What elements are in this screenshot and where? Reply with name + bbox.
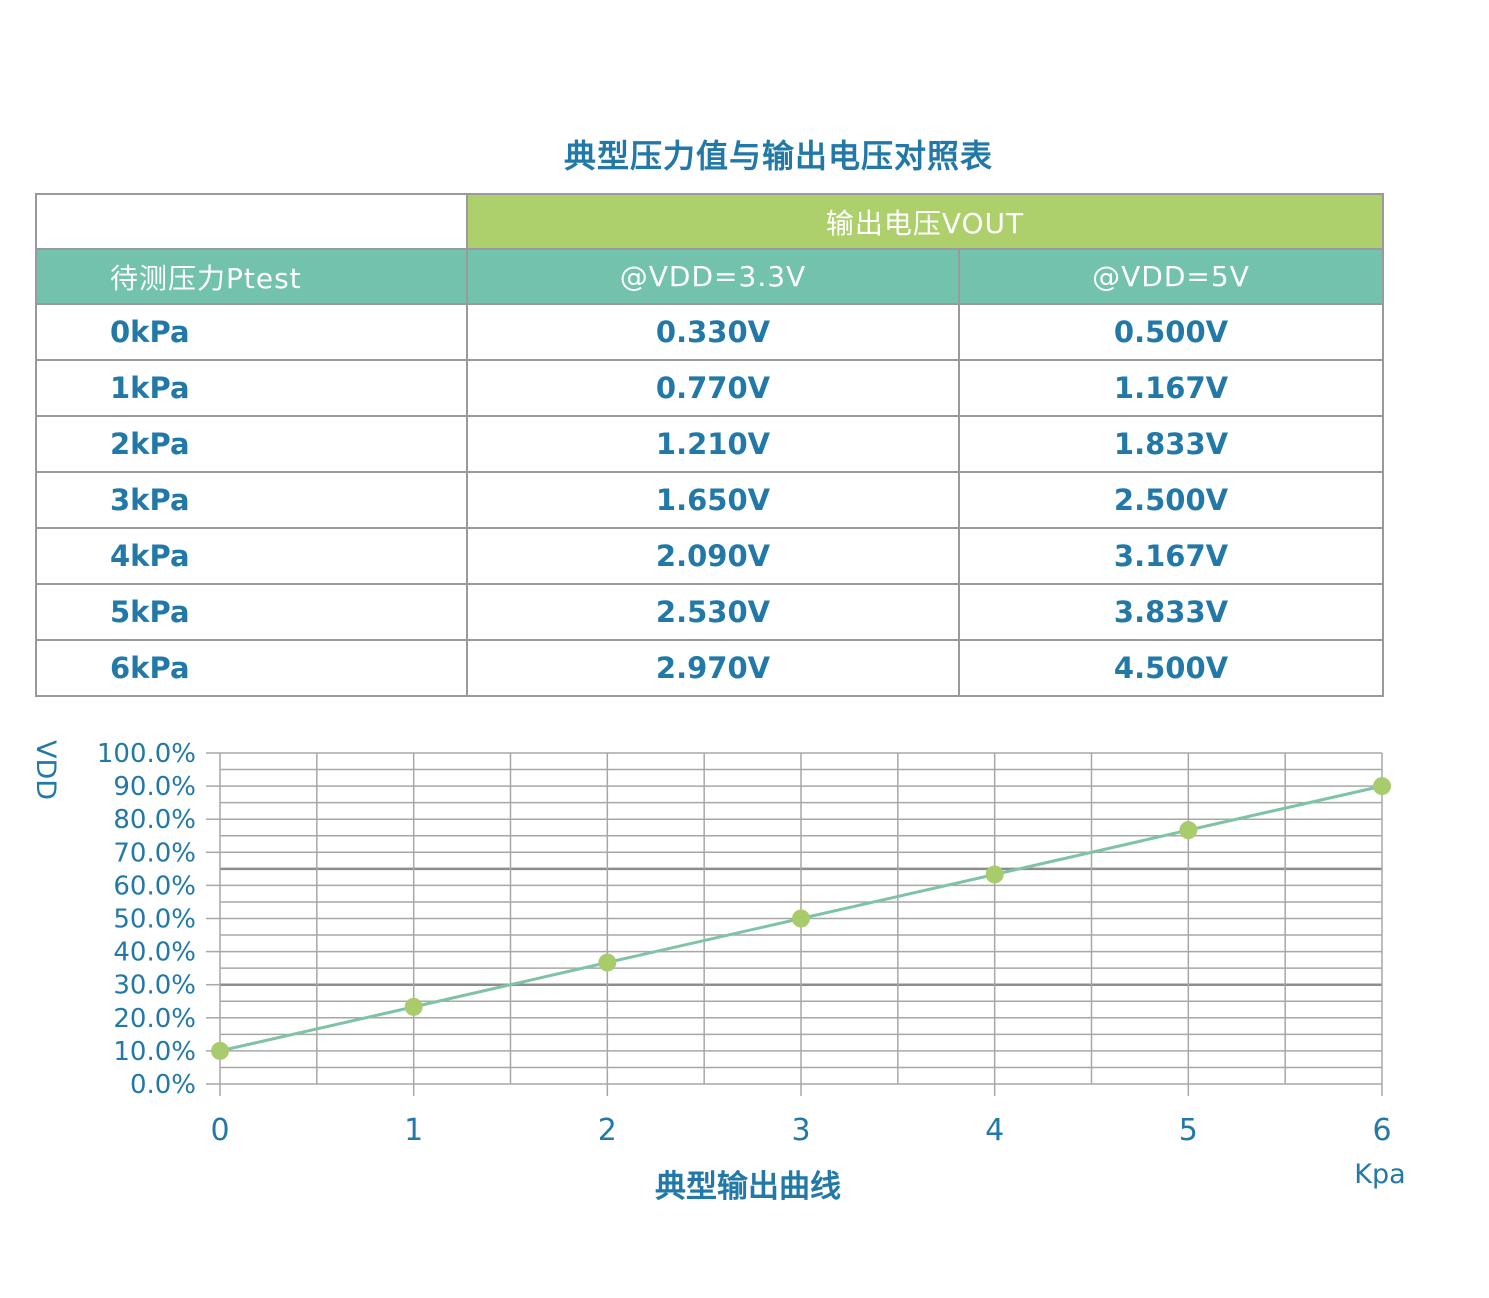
y-tick-label: 80.0% [113, 805, 196, 835]
vout-3v3-cell: 1.210V [466, 415, 960, 473]
page-title: 典型压力值与输出电压对照表 [563, 137, 993, 175]
data-points [211, 777, 1391, 1060]
table-row: 0kPa 0.330V 0.500V [35, 303, 1384, 361]
vout-5v-cell: 0.500V [958, 303, 1384, 361]
pressure-cell: 1kPa [35, 359, 468, 417]
chart-title: 典型输出曲线 [655, 1169, 841, 1205]
data-point [792, 909, 810, 928]
pressure-cell: 4kPa [35, 527, 468, 585]
y-tick-label: 30.0% [113, 971, 196, 1001]
table-row: 1kPa 0.770V 1.167V [35, 359, 1384, 417]
data-point [985, 865, 1004, 884]
pressure-cell: 0kPa [35, 303, 468, 361]
x-tick-marks [219, 1084, 1383, 1096]
x-tick-label: 3 [791, 1113, 810, 1148]
y-tick-label: 20.0% [113, 1004, 196, 1034]
y-tick-label: 60.0% [113, 871, 196, 901]
x-tick-label: 1 [404, 1113, 423, 1148]
data-point [1373, 777, 1391, 796]
table-row: 6kPa 2.970V 4.500V [35, 639, 1384, 697]
y-tick-label: 100.0% [97, 739, 196, 769]
pressure-voltage-table: 输出电压VOUT 待测压力Ptest @VDD=3.3V @VDD=5V 0kP… [35, 193, 1384, 697]
table-row: 3kPa 1.650V 2.500V [35, 471, 1384, 529]
vdd5-column-header: @VDD=5V [958, 248, 1384, 305]
vout-5v-cell: 1.167V [958, 359, 1384, 417]
data-point [404, 997, 423, 1016]
vout-3v3-cell: 2.530V [466, 583, 960, 641]
vout-3v3-cell: 2.090V [466, 527, 960, 585]
y-axis-title: VDD [30, 740, 61, 800]
data-point [211, 1041, 229, 1060]
pressure-cell: 3kPa [35, 471, 468, 529]
table-row: 4kPa 2.090V 3.167V [35, 527, 1384, 585]
column-header-row: 待测压力Ptest @VDD=3.3V @VDD=5V [35, 248, 1384, 305]
x-tick-label: 5 [1179, 1113, 1198, 1148]
vout-3v3-cell: 0.330V [466, 303, 960, 361]
vout-3v3-cell: 1.650V [466, 471, 960, 529]
y-tick-marks [206, 752, 220, 1085]
y-tick-label: 90.0% [113, 772, 196, 802]
vout-5v-cell: 2.500V [958, 471, 1384, 529]
x-tick-label: 4 [985, 1113, 1004, 1148]
vout-5v-cell: 1.833V [958, 415, 1384, 473]
table-row: 2kPa 1.210V 1.833V [35, 415, 1384, 473]
y-tick-label: 0.0% [130, 1070, 196, 1100]
vout-3v3-cell: 2.970V [466, 639, 960, 697]
vout-group-header: 输出电压VOUT [466, 193, 1384, 250]
x-tick-label: 6 [1372, 1113, 1391, 1148]
vout-5v-cell: 4.500V [958, 639, 1384, 697]
output-curve-chart-svg: 0.0%10.0%20.0%30.0%40.0%50.0% 60.0%70.0%8… [30, 739, 1406, 1205]
output-curve-chart: 0.0% 10.0% 20.0% 30.0% 40.0% 50.0% 60.0% 70.0% 8… [0, 735, 1489, 1298]
vdd33-column-header: @VDD=3.3V [466, 248, 960, 305]
vout-5v-cell: 3.167V [958, 527, 1384, 585]
pressure-cell: 5kPa [35, 583, 468, 641]
vout-3v3-cell: 0.770V [466, 359, 960, 417]
y-tick-label: 70.0% [113, 838, 196, 868]
y-tick-label: 50.0% [113, 905, 196, 935]
pressure-column-header: 待测压力Ptest [35, 248, 468, 305]
pressure-cell: 2kPa [35, 415, 468, 473]
table-row: 5kPa 2.530V 3.833V [35, 583, 1384, 641]
vout-5v-cell: 3.833V [958, 583, 1384, 641]
x-tick-label: 2 [598, 1113, 617, 1148]
group-header-row: 输出电压VOUT [35, 193, 1384, 250]
x-axis-title: Kpa [1354, 1159, 1405, 1190]
y-axis-tick-labels: 0.0%10.0%20.0%30.0%40.0%50.0% 60.0%70.0%8… [97, 739, 196, 1100]
x-axis-tick-labels: 0 1 2 3 4 5 6 [210, 1113, 1391, 1148]
blank-corner-cell [35, 193, 468, 250]
data-point [1179, 821, 1198, 840]
y-tick-label: 10.0% [113, 1037, 196, 1067]
x-tick-label: 0 [210, 1113, 229, 1148]
y-tick-label: 40.0% [113, 938, 196, 968]
data-point [598, 953, 617, 972]
pressure-cell: 6kPa [35, 639, 468, 697]
